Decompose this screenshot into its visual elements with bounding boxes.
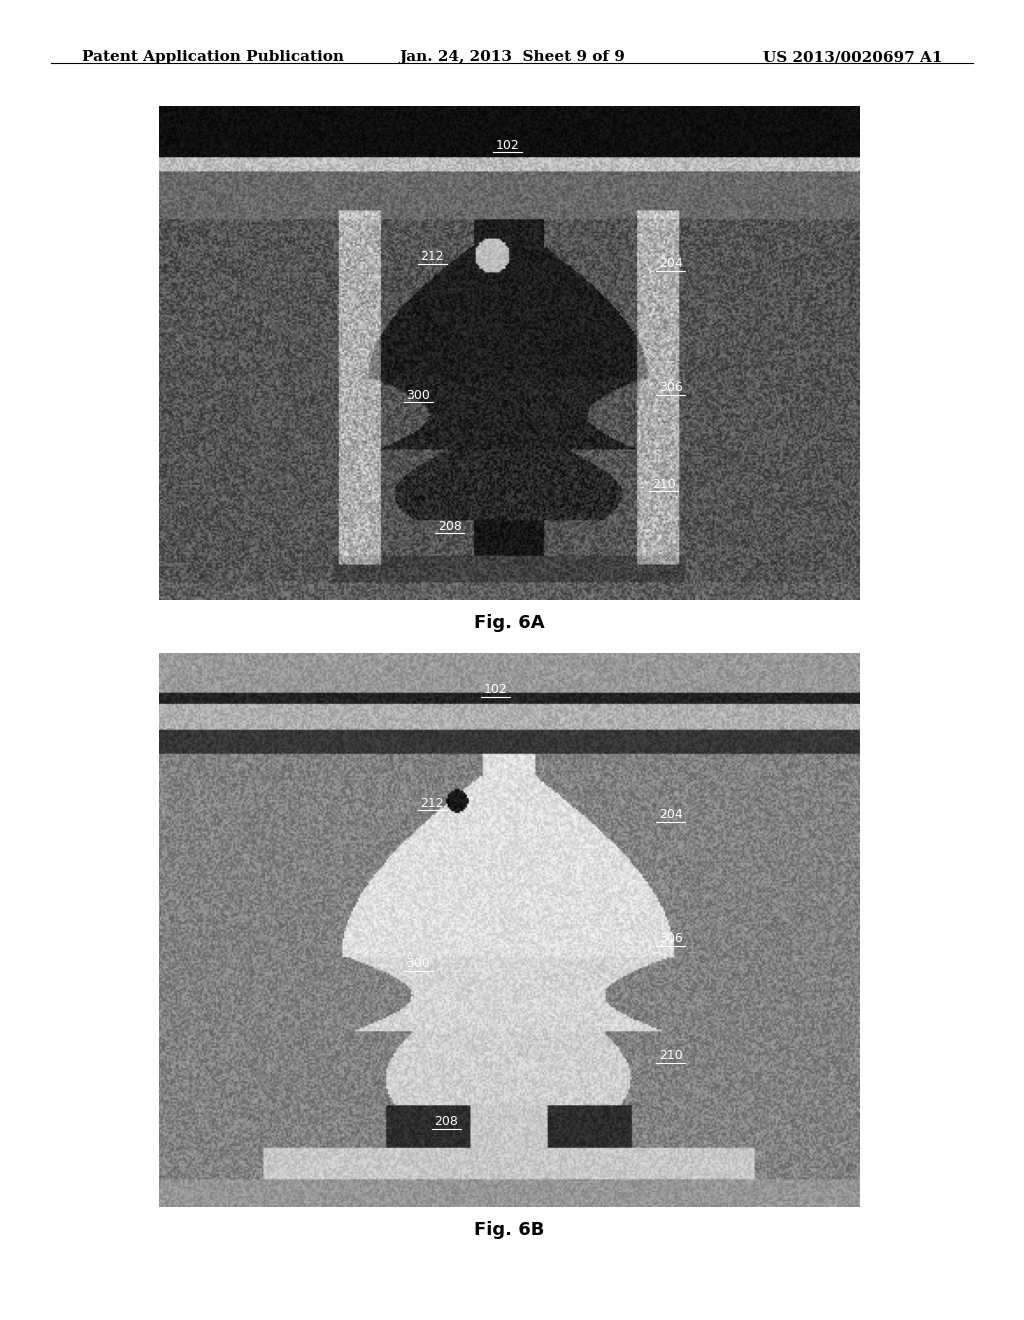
Text: 208: 208 xyxy=(434,1115,459,1129)
Text: 210: 210 xyxy=(652,478,676,491)
Text: 102: 102 xyxy=(483,682,507,696)
Text: Fig. 6B: Fig. 6B xyxy=(474,1221,544,1239)
Text: 208: 208 xyxy=(438,520,462,533)
Text: 204: 204 xyxy=(658,257,683,271)
Text: US 2013/0020697 A1: US 2013/0020697 A1 xyxy=(763,50,942,65)
Text: Fig. 6A: Fig. 6A xyxy=(474,614,544,632)
Text: 300: 300 xyxy=(407,388,430,401)
Text: 300: 300 xyxy=(407,957,430,970)
Text: Patent Application Publication: Patent Application Publication xyxy=(82,50,344,65)
Text: 212: 212 xyxy=(421,249,444,263)
Text: 306: 306 xyxy=(658,932,683,945)
Text: 102: 102 xyxy=(496,139,519,152)
Text: 210: 210 xyxy=(658,1049,683,1061)
Text: 212: 212 xyxy=(421,796,444,809)
Text: 204: 204 xyxy=(658,808,683,821)
Text: 306: 306 xyxy=(658,381,683,395)
Text: Jan. 24, 2013  Sheet 9 of 9: Jan. 24, 2013 Sheet 9 of 9 xyxy=(399,50,625,65)
